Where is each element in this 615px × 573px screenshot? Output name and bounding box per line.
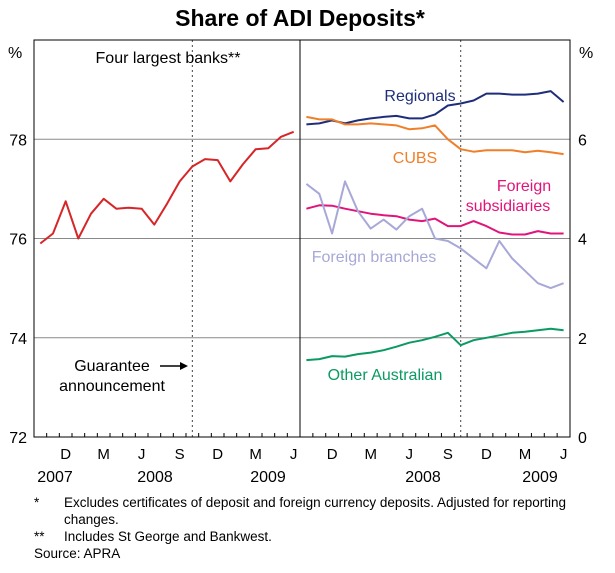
x-tick-label: M bbox=[249, 446, 262, 463]
plot-area: D M J S D M J D M J S D M J 2007 2008 2009 2008 2009 72 74 76… bbox=[8, 39, 593, 486]
series-annotation-four-largest: Four largest banks** bbox=[96, 50, 241, 67]
annotation-arrowhead bbox=[180, 362, 188, 370]
footnotes: * Excludes certificates of deposit and f… bbox=[34, 494, 604, 562]
series-label-foreign-subsidiaries: subsidiaries bbox=[466, 198, 550, 215]
x-tick-label: D bbox=[212, 446, 223, 463]
x-tick-label: D bbox=[327, 446, 338, 463]
year-label: 2009 bbox=[250, 469, 286, 486]
x-tick-label: D bbox=[60, 446, 71, 463]
y-tick-label-right: 0 bbox=[578, 430, 587, 447]
source-note: Source: APRA bbox=[34, 546, 121, 561]
y-tick-label-right: 6 bbox=[578, 132, 587, 149]
y-tick-label-right: 2 bbox=[578, 331, 587, 348]
series-line-four-largest-banks bbox=[39, 130, 295, 245]
year-label: 2008 bbox=[137, 469, 173, 486]
y-tick-label-left: 76 bbox=[9, 232, 27, 249]
x-tick-label: D bbox=[481, 446, 492, 463]
series-label-foreign-branches: Foreign branches bbox=[312, 249, 437, 266]
x-tick-label: S bbox=[443, 446, 453, 463]
footnote-text: Includes St George and Bankwest. bbox=[64, 529, 272, 544]
x-tick-label: S bbox=[175, 446, 185, 463]
x-tick-label: M bbox=[519, 446, 532, 463]
series-label-cubs: CUBS bbox=[393, 150, 437, 167]
x-tick-label: J bbox=[290, 446, 298, 463]
annotation-guarantee: Guarantee bbox=[74, 358, 150, 375]
footnote-mark: * bbox=[34, 495, 40, 510]
x-tick-label: J bbox=[406, 446, 414, 463]
year-label: 2009 bbox=[522, 469, 558, 486]
series-line-foreign-subsidiaries bbox=[306, 204, 564, 236]
footnote-1: * Excludes certificates of deposit and f… bbox=[34, 494, 604, 528]
year-label: 2007 bbox=[37, 469, 73, 486]
x-tick-label: J bbox=[560, 446, 568, 463]
x-tick-label: J bbox=[138, 446, 146, 463]
year-label: 2008 bbox=[405, 469, 441, 486]
y-unit-left: % bbox=[8, 45, 22, 62]
series-line-foreign-branches bbox=[305, 180, 564, 290]
series-label-foreign-subsidiaries: Foreign bbox=[497, 178, 551, 195]
chart-title: Share of ADI Deposits* bbox=[175, 5, 425, 31]
series-label-regionals: Regionals bbox=[384, 88, 455, 105]
plot-frame bbox=[33, 39, 571, 438]
series-label-other-australian: Other Australian bbox=[328, 367, 443, 384]
series-line-cubs bbox=[306, 115, 564, 156]
x-tick-label: M bbox=[97, 446, 110, 463]
footnote-text: Excludes certificates of deposit and for… bbox=[64, 495, 567, 527]
series-line-other-australian bbox=[306, 327, 564, 362]
y-tick-label-left: 72 bbox=[9, 430, 27, 447]
annotation-announcement: announcement bbox=[59, 378, 165, 395]
y-unit-right: % bbox=[579, 45, 593, 62]
footnote-2: ** Includes St George and Bankwest. bbox=[34, 528, 604, 545]
y-tick-label-left: 78 bbox=[9, 132, 27, 149]
y-tick-label-left: 74 bbox=[9, 331, 27, 348]
x-tick-label: M bbox=[364, 446, 377, 463]
footnote-mark: ** bbox=[34, 529, 45, 544]
chart: Share of ADI Deposits* D M J S D M J D M J S D M J200… bbox=[8, 5, 593, 486]
y-tick-label-right: 4 bbox=[578, 232, 587, 249]
series-line-regionals bbox=[306, 90, 565, 126]
